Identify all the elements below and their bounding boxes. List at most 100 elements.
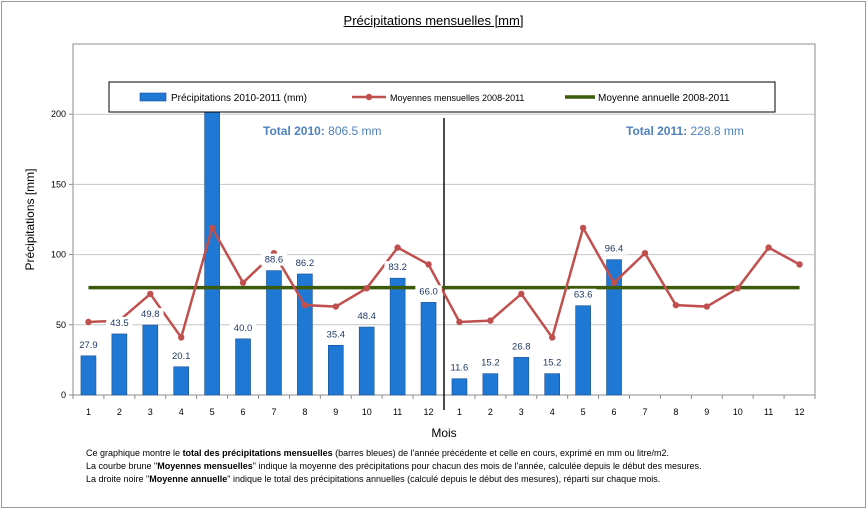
bar-data-label: 27.9 bbox=[79, 340, 98, 351]
chart-title: Précipitations mensuelles [mm] bbox=[343, 13, 524, 28]
bar-data-label: 86.2 bbox=[296, 258, 315, 269]
total-annotation-1: Total 2010: 806.5 mm bbox=[263, 124, 382, 138]
bar-label-bg bbox=[477, 356, 504, 369]
monthly-average-point bbox=[301, 301, 309, 309]
monthly-average-point bbox=[239, 279, 247, 286]
x-tick-label: 2 bbox=[117, 407, 122, 417]
bar bbox=[142, 324, 159, 396]
x-tick-label: 12 bbox=[795, 407, 805, 417]
x-tick-label: 10 bbox=[733, 407, 743, 417]
x-tick-label: 6 bbox=[241, 407, 246, 417]
bar-label-bg bbox=[291, 256, 319, 269]
monthly-average-point bbox=[518, 290, 525, 298]
y-tick-label: 0 bbox=[61, 390, 66, 400]
bar-data-label: 88.6 bbox=[265, 255, 284, 266]
x-tick-label: 12 bbox=[424, 407, 434, 417]
monthly-average-point bbox=[579, 224, 587, 232]
bar-label-bg bbox=[322, 328, 349, 341]
bar bbox=[513, 357, 530, 396]
x-tick-label: 4 bbox=[179, 407, 184, 417]
bar-data-label: 96.4 bbox=[605, 244, 624, 255]
bar-label-bg bbox=[384, 261, 411, 274]
x-tick-label: 4 bbox=[550, 407, 555, 417]
monthly-average-point bbox=[147, 290, 154, 298]
legend-label-bars: Précipitations 2010-2011 (mm) bbox=[171, 93, 307, 104]
bar-data-label: 83.2 bbox=[388, 262, 407, 273]
monthly-average-point bbox=[363, 285, 370, 292]
bar bbox=[420, 302, 437, 396]
bar-label-bg bbox=[229, 321, 257, 334]
bar bbox=[389, 277, 406, 396]
x-tick-label: 8 bbox=[302, 407, 307, 417]
bar-label-bg bbox=[446, 361, 473, 374]
x-tick-label: 6 bbox=[612, 407, 617, 417]
monthly-average-point bbox=[734, 285, 741, 292]
bar-data-label: 11.6 bbox=[451, 363, 469, 374]
x-tick-label: 11 bbox=[764, 407, 773, 417]
x-tick-label: 3 bbox=[148, 407, 153, 417]
x-tick-label: 5 bbox=[210, 407, 215, 417]
bar-label-bg bbox=[137, 308, 164, 321]
monthly-average-point bbox=[703, 303, 710, 310]
monthly-average-point bbox=[765, 244, 772, 251]
chart-notes: Ce graphique montre le total des précipi… bbox=[86, 447, 702, 486]
monthly-average-point bbox=[425, 261, 432, 268]
monthly-average-point bbox=[641, 249, 649, 257]
bar-label-bg bbox=[415, 285, 442, 298]
monthly-average-point bbox=[456, 318, 463, 326]
legend-label-annual: Moyenne annuelle 2008-2011 bbox=[598, 93, 730, 104]
bar-label-bg bbox=[260, 253, 288, 266]
x-tick-label: 10 bbox=[362, 407, 372, 417]
bar bbox=[235, 338, 251, 396]
bar-data-label: 26.8 bbox=[512, 341, 531, 352]
x-tick-label: 1 bbox=[86, 407, 91, 417]
x-tick-label: 9 bbox=[704, 407, 709, 417]
bar-label-bg bbox=[106, 316, 133, 329]
legend-box bbox=[108, 81, 776, 113]
x-tick-label: 3 bbox=[519, 407, 524, 417]
bar-label-bg bbox=[75, 338, 102, 351]
note-line-3: La droite noire "Moyenne annuelle" indiq… bbox=[86, 474, 661, 484]
monthly-average-point bbox=[332, 303, 339, 310]
y-tick-label: 200 bbox=[51, 109, 66, 119]
y-tick-label: 150 bbox=[51, 179, 66, 189]
bar-data-label: 40.0 bbox=[234, 323, 253, 334]
monthly-average-point bbox=[672, 301, 680, 309]
bar-label-bg bbox=[508, 340, 535, 353]
bar-data-label: 35.4 bbox=[327, 329, 346, 340]
bar-data-label: 15.2 bbox=[543, 358, 562, 369]
bar-data-label: 63.6 bbox=[574, 290, 593, 301]
bar-label-bg bbox=[539, 356, 566, 369]
total-annotation-2: Total 2011: 228.8 mm bbox=[626, 124, 744, 138]
y-tick-label: 50 bbox=[56, 320, 66, 330]
x-tick-label: 7 bbox=[271, 407, 276, 417]
x-axis-label: Mois bbox=[431, 426, 456, 440]
note-line-1: Ce graphique montre le total des précipi… bbox=[86, 448, 669, 458]
monthly-average-point bbox=[487, 317, 494, 324]
bar bbox=[575, 305, 591, 396]
bar bbox=[544, 373, 561, 396]
x-tick-label: 5 bbox=[581, 407, 586, 417]
note-line-2: La courbe brune "Moyennes mensuelles" in… bbox=[86, 461, 702, 471]
bar bbox=[327, 344, 344, 396]
bar bbox=[266, 270, 282, 396]
bar-label-bg bbox=[353, 310, 380, 323]
bar-data-label: 66.0 bbox=[419, 286, 438, 297]
legend-swatch-monthly-marker bbox=[365, 93, 373, 101]
y-axis-label: Précipitations [mm] bbox=[23, 168, 37, 270]
bar-data-label: 48.4 bbox=[357, 311, 376, 322]
bar-label-bg bbox=[168, 349, 195, 362]
bar bbox=[80, 355, 97, 396]
monthly-average-point bbox=[610, 279, 618, 286]
bar-data-label: 49.8 bbox=[141, 309, 160, 320]
monthly-average-point bbox=[394, 244, 401, 251]
bar bbox=[173, 366, 190, 396]
legend-swatch-bars bbox=[139, 92, 167, 102]
x-tick-label: 7 bbox=[642, 407, 647, 417]
bar bbox=[451, 378, 468, 396]
bar-label-bg bbox=[569, 288, 597, 301]
bar-data-label: 15.2 bbox=[481, 358, 500, 369]
monthly-average-point bbox=[178, 334, 185, 341]
monthly-average-point bbox=[549, 334, 556, 341]
